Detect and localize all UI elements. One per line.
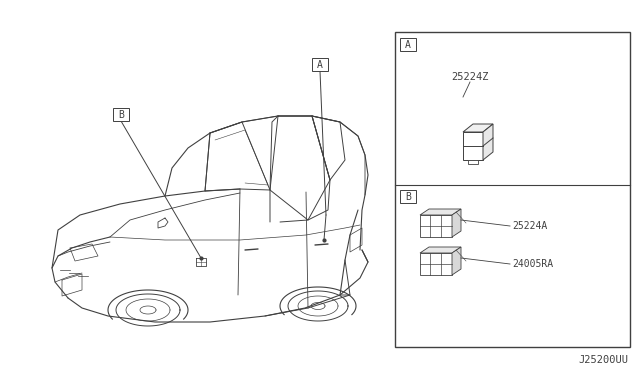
Polygon shape (483, 124, 493, 160)
Polygon shape (420, 209, 461, 215)
Text: A: A (405, 39, 411, 49)
Polygon shape (420, 215, 452, 237)
Text: A: A (317, 60, 323, 70)
Polygon shape (420, 253, 452, 275)
Polygon shape (468, 160, 478, 164)
Polygon shape (452, 209, 461, 237)
Bar (400, 38, 416, 51)
Polygon shape (463, 132, 483, 160)
Bar (400, 190, 416, 203)
Text: B: B (118, 109, 124, 119)
Polygon shape (463, 124, 493, 132)
Text: J25200UU: J25200UU (578, 355, 628, 365)
Bar (395, 32, 630, 347)
Text: B: B (405, 192, 411, 202)
Polygon shape (452, 247, 461, 275)
Polygon shape (420, 247, 461, 253)
Bar (312, 58, 328, 71)
Text: 25224A: 25224A (512, 221, 547, 231)
Bar (113, 108, 129, 121)
Text: 24005RA: 24005RA (512, 259, 553, 269)
Text: 25224Z: 25224Z (451, 72, 489, 82)
